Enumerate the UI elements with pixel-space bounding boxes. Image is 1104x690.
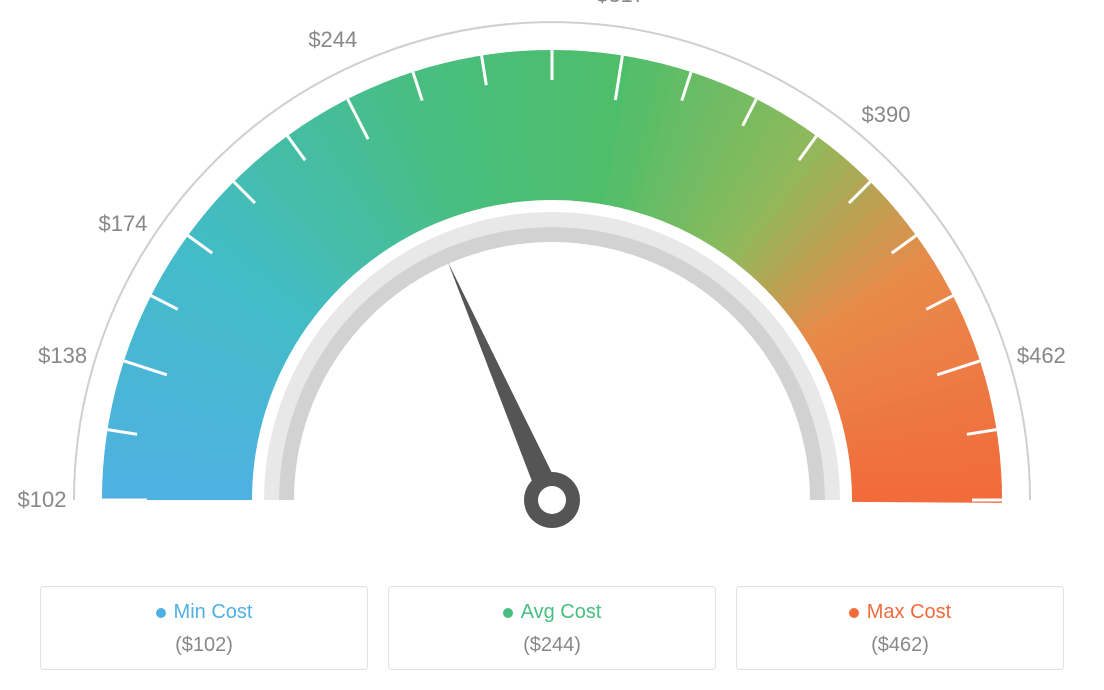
legend-card-avg: Avg Cost ($244): [388, 586, 716, 670]
legend-row: Min Cost ($102) Avg Cost ($244) Max Cost…: [40, 586, 1064, 670]
dot-icon: [503, 608, 513, 618]
tick-label: $462: [1017, 343, 1066, 369]
legend-title-avg: Avg Cost: [503, 601, 602, 624]
tick-label: $244: [308, 27, 357, 53]
legend-title-text: Min Cost: [174, 601, 253, 624]
legend-value-min: ($102): [51, 634, 357, 657]
legend-title-text: Max Cost: [867, 601, 951, 624]
tick-label: $102: [18, 487, 67, 513]
cost-gauge-container: $102 $138 $174 $244 $317 $390 $462 Min Cost ($…: [0, 0, 1104, 690]
tick-label: $174: [98, 211, 147, 237]
legend-card-max: Max Cost ($462): [736, 586, 1064, 670]
tick-label: $138: [38, 343, 87, 369]
needle-hub-hole: [538, 486, 566, 514]
legend-value-max: ($462): [747, 634, 1053, 657]
legend-title-max: Max Cost: [849, 601, 951, 624]
tick-label: $317: [596, 0, 645, 8]
dot-icon: [156, 608, 166, 618]
tick-label: $390: [861, 102, 910, 128]
dot-icon: [849, 608, 859, 618]
legend-value-avg: ($244): [399, 634, 705, 657]
needle: [448, 262, 563, 505]
legend-card-min: Min Cost ($102): [40, 586, 368, 670]
legend-title-min: Min Cost: [156, 601, 253, 624]
gauge-svg: [0, 0, 1104, 560]
gauge-area: [0, 0, 1104, 560]
legend-title-text: Avg Cost: [521, 601, 602, 624]
